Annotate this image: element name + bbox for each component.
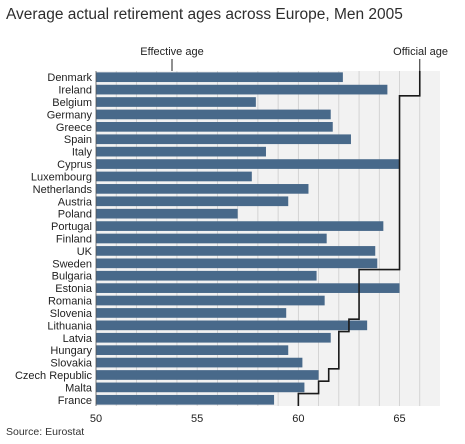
bar [96,121,333,132]
category-label: Germany [47,109,93,121]
category-label: Romania [48,296,93,308]
x-tick-label: 60 [292,413,304,425]
category-label: Slovenia [50,308,93,320]
bar [96,370,319,380]
category-label: Austria [58,196,93,208]
bar [96,84,388,95]
bar [96,221,384,231]
category-label: Luxembourg [31,171,92,183]
bar [96,258,378,269]
category-label: Sweden [52,258,92,270]
bar [96,320,368,331]
category-label: UK [77,246,93,258]
bar [96,159,400,169]
x-tick-label: 65 [393,413,405,425]
bar [96,308,287,318]
bar [96,233,327,244]
bar [96,332,331,343]
category-label: Poland [58,209,92,221]
bar [96,394,275,405]
bar [96,295,325,306]
category-label: Lithuania [47,320,93,332]
category-label: Estonia [55,283,93,295]
category-label: Belgium [52,97,92,109]
official-age-line [297,71,421,406]
bar [96,184,309,194]
bar [96,134,351,145]
bar [96,171,252,182]
bar [96,146,266,157]
category-label: Latvia [63,333,93,345]
category-label: Hungary [50,345,92,357]
bar [96,283,400,293]
bar [96,246,376,256]
bar [96,270,317,281]
category-label: Ireland [58,85,92,97]
category-label: Italy [72,147,93,159]
bar [96,208,238,219]
category-label: Portugal [51,221,92,233]
x-tick-label: 55 [191,413,203,425]
bar [96,196,289,207]
category-label: Denmark [47,72,92,84]
source-note: Source: Eurostat [6,426,85,438]
category-label: Malta [65,382,93,394]
bar [96,357,303,368]
category-label: Czech Republic [15,370,93,382]
annotations: Effective age Official age [140,46,448,71]
category-label: Cyprus [57,159,92,171]
category-label: Netherlands [33,184,93,196]
category-label: Spain [64,134,92,146]
category-label: Bulgaria [52,271,93,283]
category-label: Finland [56,234,92,246]
bar [96,345,289,356]
category-label: Slovakia [50,358,92,370]
x-axis-ticks: 50 55 60 65 [90,413,406,425]
category-label: France [58,395,92,407]
bar [96,382,305,393]
category-label: Greece [56,122,92,134]
bar [96,97,256,107]
effective-age-label: Effective age [140,46,203,58]
x-tick-label: 50 [90,413,102,425]
bar [96,72,343,83]
bar [96,109,331,120]
chart-title: Average actual retirement ages across Eu… [6,6,403,23]
category-labels: DenmarkIrelandBelgiumGermanyGreeceSpainI… [15,72,93,407]
official-age-label: Official age [393,46,448,58]
bars-group [96,72,400,405]
